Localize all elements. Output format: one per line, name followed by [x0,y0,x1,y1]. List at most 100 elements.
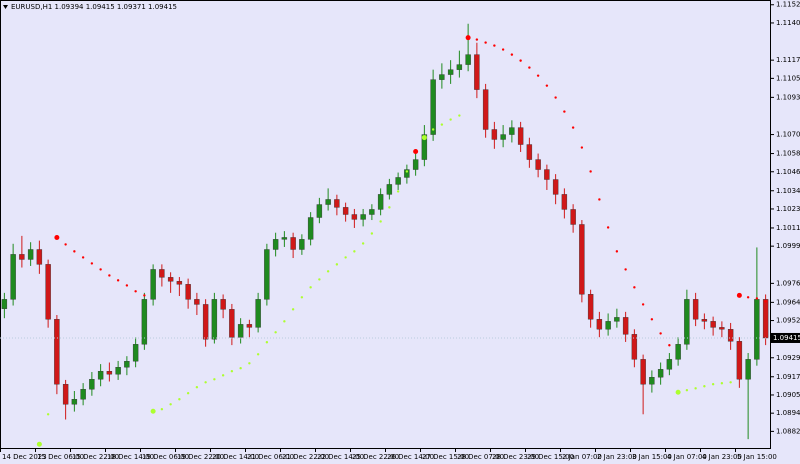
x-tick-label: 2 Jan 23:00 [597,453,637,461]
sar-dot [554,96,557,99]
sar-dot [73,250,76,253]
sar-dot [711,383,715,386]
sar-dot [344,256,347,259]
candle-body [535,159,541,170]
sar-dot [736,292,742,298]
sar-dot [431,128,435,131]
candle-body [176,281,183,285]
sar-dot [606,226,610,229]
sar-dot [309,286,312,289]
sar-dot [465,35,471,41]
candle-body [657,369,664,378]
sar-dot [675,389,681,395]
menu-arrow[interactable] [3,5,8,9]
candle-body [474,54,480,90]
candle-body [185,284,191,300]
x-tick-label: 28 Dec 07:00 [457,453,504,461]
sar-dot [615,250,619,253]
sar-dot [186,392,190,395]
x-tick-label: 21 Dec 22:00 [282,453,329,461]
x-tick-label: 2 Jan 07:00 [562,453,602,461]
sar-dot [178,398,181,401]
x-tick-label: 25 Dec 22:00 [352,453,399,461]
sar-dot [421,135,427,141]
candle-body [727,329,734,342]
sar-dot [440,123,444,126]
sar-dot [501,48,505,51]
sar-dot [510,53,514,56]
candle-body [167,277,174,282]
y-tick-label: 1.10935 [776,93,800,101]
sar-dot [668,344,671,347]
candle-body [369,209,375,215]
x-tick-label: 4 Jan 23:00 [702,453,742,461]
sar-dot [169,403,172,406]
x-tick-label: 5 Jan 15:00 [737,453,777,461]
candle-body [631,334,638,360]
candle-body [290,237,296,250]
sar-dot [729,381,732,384]
candle-body [719,327,725,330]
y-tick-label: 1.10580 [776,150,800,158]
candle-body [211,299,218,340]
candle-body [62,384,69,405]
chart-title: EURUSD,H1 1.09394 1.09415 1.09371 1.0941… [11,3,177,11]
sar-dot [116,279,120,282]
candle-body [701,319,708,322]
last-price-box [771,332,800,343]
candle-body [150,269,156,300]
sar-dot [703,385,706,388]
candle-body [1,299,8,309]
candle-body [54,319,60,385]
candle-body [10,254,16,300]
candle-body [544,169,550,180]
x-tick-label: 15 Dec 06:00 [37,453,84,461]
candle-body [736,341,743,380]
sar-dot [484,41,487,44]
candle-body [561,194,568,210]
sar-dot [413,148,419,154]
candle-body [465,54,471,65]
sar-dot [764,300,767,303]
candle-body [439,74,445,80]
y-tick-label: 1.10110 [776,224,800,232]
sar-dot [405,170,409,173]
candle-body [246,324,253,328]
candle-body [500,134,506,140]
candle-body [272,239,279,250]
sar-dot [519,59,522,62]
candle-body [202,304,209,340]
candle-body [692,299,699,320]
sar-dot [256,353,260,356]
x-tick-label: 21 Dec 06:00 [247,453,294,461]
candle-body [237,324,244,338]
sar-dot [720,382,724,385]
x-tick-label: 18 Dec 14:00 [107,453,154,461]
sar-dot [265,341,269,344]
candle-body [596,319,603,330]
candle-body [334,199,340,208]
sar-dot [685,389,689,392]
candle-body [570,209,576,225]
candle-body [430,79,436,135]
candle-body [132,344,139,362]
candle-body [684,299,690,345]
sar-dot [694,387,697,390]
candle-body [342,207,349,215]
sar-dot [493,44,496,47]
candle-body [307,217,314,240]
y-tick-label: 1.11520 [776,1,800,9]
y-tick-label: 1.09170 [776,373,800,381]
sar-dot [221,374,225,377]
candle-body [622,317,629,335]
candle-body [395,177,401,185]
candle-body [124,361,130,368]
candle-body [509,127,515,135]
sar-dot [536,74,540,77]
y-tick-label: 1.10465 [776,168,800,176]
candle-body [360,214,366,220]
x-tick-label: 26 Dec 14:00 [387,453,434,461]
candle-body [482,89,489,130]
sar-dot [213,378,216,381]
